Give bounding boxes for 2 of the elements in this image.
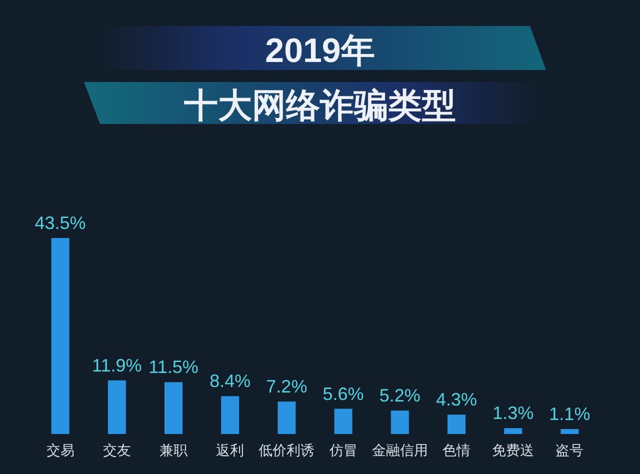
title: 2019年: [265, 32, 375, 70]
subtitle: 十大网络诈骗类型: [184, 87, 456, 125]
